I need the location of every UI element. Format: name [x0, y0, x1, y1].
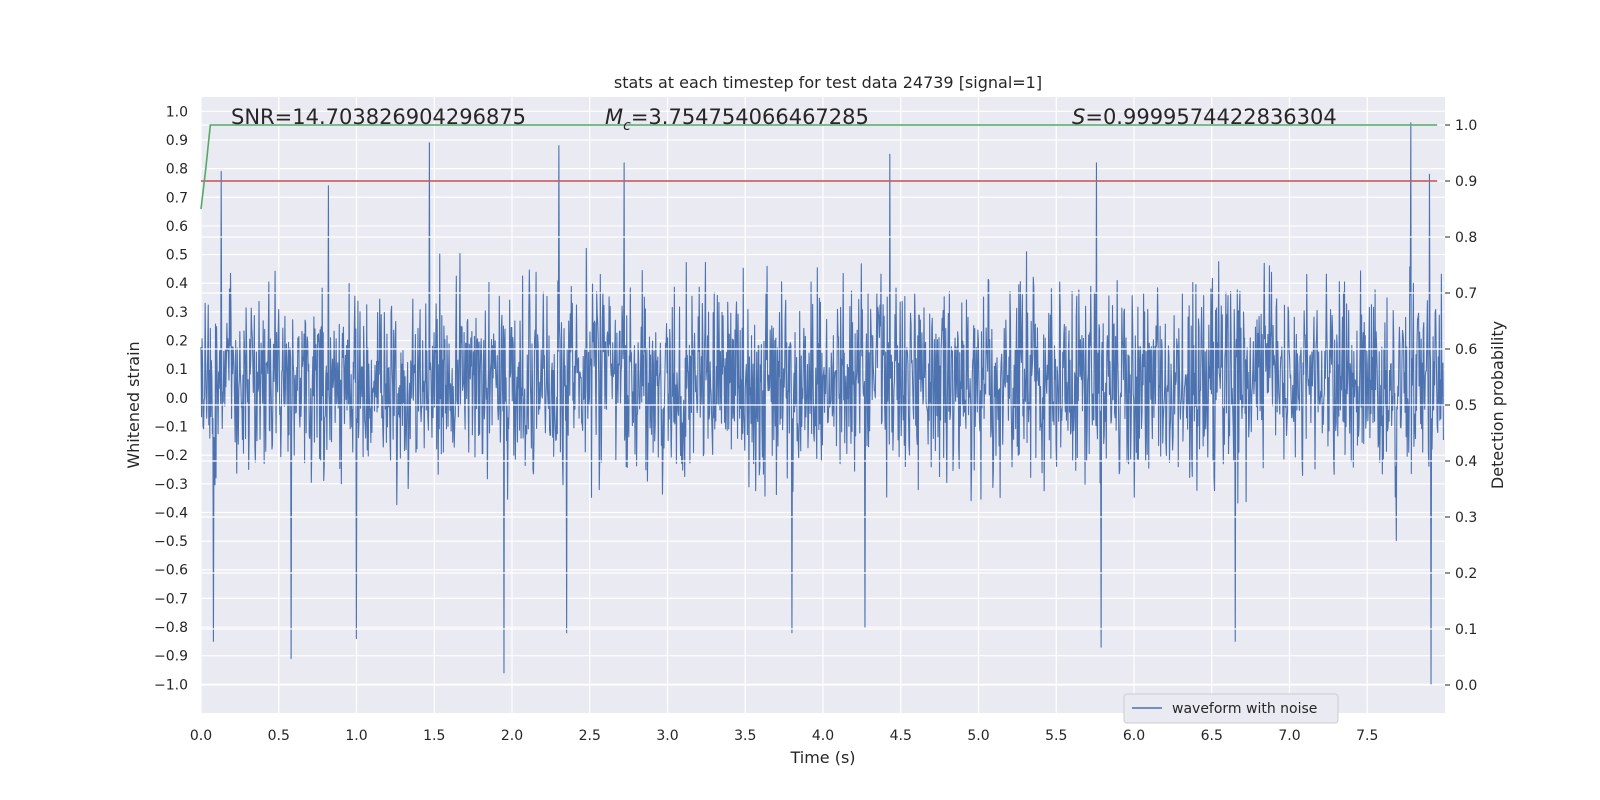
y-tick-label: −0.8 — [154, 620, 188, 636]
snr-annotation: SNR=14.703826904296875 — [231, 105, 526, 129]
legend: waveform with noise — [1123, 693, 1339, 724]
legend-label: waveform with noise — [1172, 701, 1317, 717]
x-axis-ticks: 0.0 0.5 1.0 1.5 2.0 2.5 3.0 3.5 4.0 4.5 5.0 5.5 6.0 6… — [190, 728, 1379, 744]
x-tick-label: 2.0 — [501, 728, 523, 744]
y-tick-label: 0.2 — [166, 334, 188, 350]
x-tick-label: 3.5 — [734, 728, 756, 744]
y-tick-label: 0.1 — [166, 362, 188, 378]
right-y-axis-label: Detection probability — [1488, 321, 1507, 489]
y-tick-label: 0.4 — [166, 276, 188, 292]
waveform-series — [200, 122, 1444, 685]
right-tick-label: 0.4 — [1455, 454, 1477, 470]
right-tick-label: 0.6 — [1455, 342, 1477, 358]
right-tick-label: 0.1 — [1455, 622, 1477, 638]
y-tick-label: −0.9 — [154, 649, 188, 665]
x-axis-label: Time (s) — [789, 748, 855, 767]
x-tick-label: 4.0 — [812, 728, 834, 744]
x-tick-label: 5.5 — [1045, 728, 1067, 744]
y-tick-label: 0.7 — [166, 190, 188, 206]
y-axis-ticks: −1.0 −0.9 −0.8 −0.7 −0.6 −0.5 −0.4 −0.3 −0.2 −0.1… — [154, 104, 188, 693]
y-tick-label: 0.3 — [166, 305, 188, 321]
y-tick-label: 0.6 — [166, 219, 188, 235]
chirp-mass-subscript: c — [623, 118, 631, 134]
y-tick-label: −0.3 — [154, 477, 188, 493]
x-tick-label: 3.0 — [656, 728, 678, 744]
right-axis-ticks: 0.0 0.1 0.2 0.3 0.4 0.5 0.6 0.7 0.8 0.9 1.0 — [1445, 118, 1477, 694]
x-tick-label: 0.0 — [190, 728, 212, 744]
y-tick-label: −1.0 — [154, 677, 188, 693]
y-tick-label: 1.0 — [166, 104, 188, 120]
y-tick-label: −0.2 — [154, 448, 188, 464]
chart-title: stats at each timestep for test data 247… — [614, 73, 1042, 92]
right-tick-label: 0.0 — [1455, 678, 1477, 694]
x-tick-label: 0.5 — [268, 728, 290, 744]
y-tick-label: −0.6 — [154, 563, 188, 579]
right-tick-label: 0.3 — [1455, 510, 1477, 526]
x-tick-label: 2.5 — [579, 728, 601, 744]
x-tick-label: 6.5 — [1201, 728, 1223, 744]
score-symbol: S — [1072, 105, 1085, 129]
x-tick-label: 6.0 — [1123, 728, 1145, 744]
probability-series — [200, 124, 1438, 210]
x-tick-label: 7.5 — [1356, 728, 1378, 744]
y-tick-label: 0.8 — [166, 162, 188, 178]
right-tick-label: 0.8 — [1455, 230, 1477, 246]
score-value: =0.9999574422836304 — [1085, 105, 1336, 129]
y-tick-label: −0.1 — [154, 419, 188, 435]
right-tick-label: 0.2 — [1455, 566, 1477, 582]
y-axis-label: Whitened strain — [124, 341, 143, 468]
right-tick-label: 1.0 — [1455, 118, 1477, 134]
x-tick-label: 4.5 — [890, 728, 912, 744]
right-tick-label: 0.9 — [1455, 174, 1477, 190]
detection-probability-line — [200, 124, 1438, 210]
y-tick-label: 0.9 — [166, 133, 188, 149]
x-tick-label: 1.0 — [345, 728, 367, 744]
chirp-mass-value: =3.754754066467285 — [631, 105, 869, 129]
legend-box — [1123, 693, 1339, 724]
waveform-line — [200, 122, 1444, 685]
y-tick-label: 0.5 — [166, 248, 188, 264]
y-tick-label: 0.0 — [166, 391, 188, 407]
x-tick-label: 1.5 — [423, 728, 445, 744]
chirp-mass-symbol: M — [605, 105, 623, 129]
x-tick-label: 5.0 — [967, 728, 989, 744]
x-tick-label: 7.0 — [1278, 728, 1300, 744]
right-tick-label: 0.7 — [1455, 286, 1477, 302]
chirp-mass-annotation: Mc=3.754754066467285 — [605, 105, 869, 134]
score-annotation: S=0.9999574422836304 — [1072, 105, 1337, 129]
y-tick-label: −0.5 — [154, 534, 188, 550]
y-tick-label: −0.7 — [154, 591, 188, 607]
right-tick-label: 0.5 — [1455, 398, 1477, 414]
y-tick-label: −0.4 — [154, 505, 188, 521]
